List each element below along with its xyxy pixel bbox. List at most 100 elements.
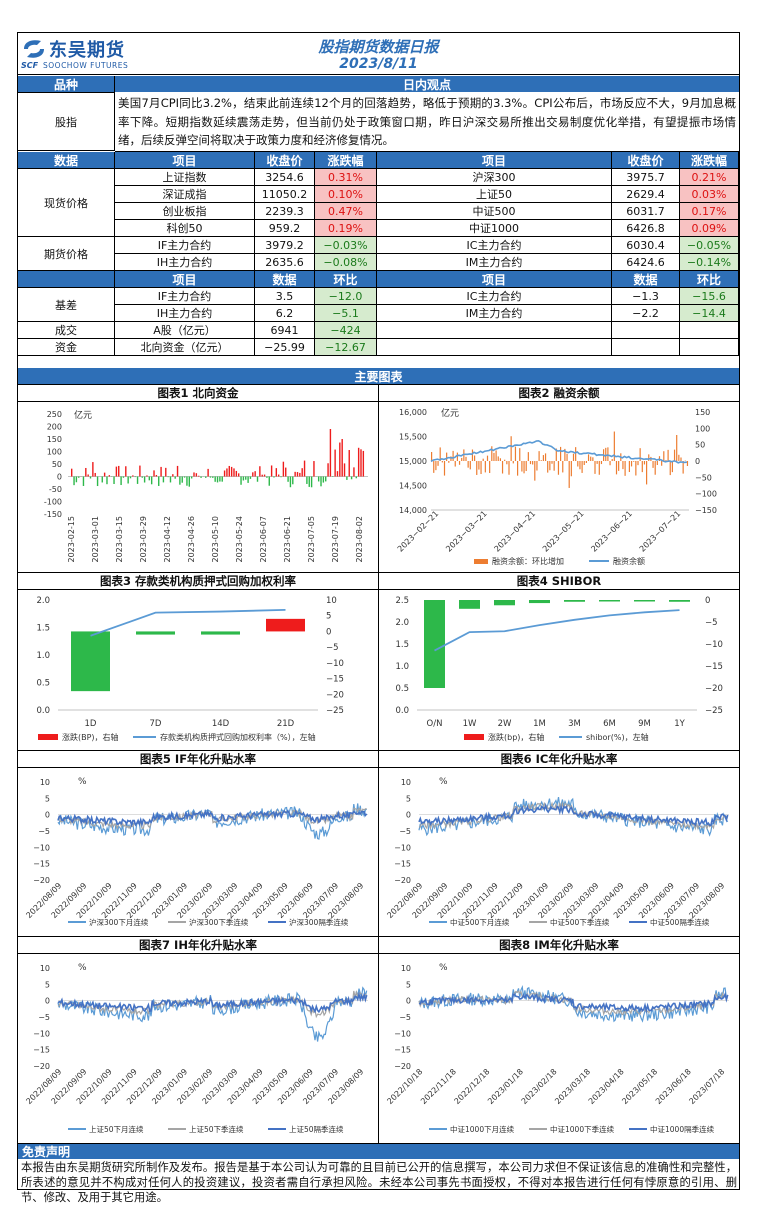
- margin-change-bar: [609, 461, 611, 466]
- x-tick-label: 21D: [277, 719, 295, 729]
- northbound-bar: [266, 476, 268, 478]
- logo-mark-icon: [24, 40, 44, 58]
- margin-change-bar: [439, 447, 441, 461]
- y-tick-label: 10: [40, 778, 50, 787]
- x-tick-label: 14D: [212, 719, 230, 729]
- table1-header-2: 收盘价: [255, 152, 315, 169]
- legend-label: 中证1000下月连续: [450, 1124, 515, 1134]
- capital-label: 资金: [18, 339, 115, 356]
- northbound-bar: [200, 476, 202, 478]
- northbound-bar: [263, 474, 266, 477]
- margin-change-bar: [478, 461, 480, 470]
- spot-cell: 深证成指: [115, 186, 255, 203]
- margin-change-bar: [654, 461, 656, 475]
- northbound-bar: [268, 476, 270, 486]
- view-row-label: 股指: [18, 92, 115, 151]
- northbound-bar: [186, 476, 188, 486]
- y-tick-label: −10: [394, 1029, 411, 1038]
- spot-cell: 0.03%: [680, 186, 739, 203]
- northbound-bar: [277, 474, 280, 477]
- northbound-bar: [181, 476, 183, 483]
- spot-cell: 0.09%: [680, 220, 739, 237]
- legend-label: 中证1000下季连续: [550, 1124, 615, 1134]
- northbound-bar: [348, 450, 350, 477]
- northbound-bar: [73, 476, 75, 486]
- northbound-bar: [127, 476, 129, 484]
- futures-cell: IF主力合约: [115, 237, 255, 254]
- y-tick-label: −15: [33, 1046, 50, 1055]
- spot-label: 现货价格: [18, 169, 115, 237]
- change-bar: [136, 631, 175, 635]
- basis-cell: 3.5: [255, 288, 315, 305]
- margin-change-bar: [452, 450, 454, 461]
- margin-change-bar: [443, 461, 446, 476]
- northbound-bar: [115, 466, 118, 477]
- margin-change-bar: [486, 455, 489, 461]
- margin-change-bar: [633, 461, 635, 462]
- spot-cell: 0.17%: [680, 203, 739, 220]
- margin-change-bar: [575, 447, 577, 461]
- table2-header-blank: [18, 271, 115, 288]
- chart6-ic-basis: 1050−5−10−15−20%2022/08/092022/09/092022…: [385, 777, 729, 927]
- margin-change-bar: [549, 461, 551, 471]
- margin-change-bar: [587, 454, 590, 461]
- northbound-bar: [341, 439, 343, 477]
- table2-header-1: 数据: [255, 271, 315, 288]
- margin-change-bar: [564, 448, 566, 461]
- change-bar: [669, 600, 690, 602]
- chart8-title: 图表8 IM年化升贴水率: [379, 936, 739, 954]
- legend-swatch: [474, 559, 488, 564]
- northbound-bar: [219, 476, 221, 482]
- y-tick-label: 0: [45, 997, 50, 1006]
- chart2-margin-balance: 16,000 15,500 15,000 14,500 14,000 150 100 50 0 −…: [396, 407, 717, 566]
- margin-change-bar: [628, 461, 630, 472]
- northbound-bar: [235, 470, 238, 477]
- northbound-bar: [237, 473, 240, 477]
- margin-change-bar: [618, 461, 620, 471]
- margin-change-bar: [469, 461, 471, 470]
- disclaimer-title: 免责声明: [18, 1143, 739, 1159]
- table2-header-2: 环比: [315, 271, 377, 288]
- volume-cell: 6941: [255, 322, 315, 339]
- margin-change-bar: [592, 457, 594, 461]
- margin-change-bar: [615, 461, 618, 475]
- northbound-bar: [155, 474, 158, 477]
- basis-cell: IF主力合约: [115, 288, 255, 305]
- y-tick-label: 16,000: [399, 408, 427, 417]
- northbound-bar: [193, 472, 195, 477]
- northbound-bar: [334, 449, 336, 477]
- northbound-bar: [280, 476, 282, 478]
- margin-change-bar: [667, 449, 669, 461]
- table1-header-3: 涨跌幅: [315, 152, 377, 169]
- spot-cell: 中证500: [377, 203, 612, 220]
- margin-change-bar: [501, 461, 504, 474]
- chart8-im-basis: 1050−5−10−15−20%2022/10/182022/11/182022…: [385, 963, 729, 1134]
- x-tick-label: 6M: [603, 719, 616, 729]
- y-tick-label: −15: [394, 860, 411, 869]
- legend-swatch: [464, 734, 484, 740]
- northbound-bar: [282, 461, 285, 477]
- y2-tick-label: −10: [326, 659, 344, 669]
- x-tick-label: 2023-07-19: [331, 516, 340, 563]
- chart1-title: 图表1 北向资金: [18, 385, 378, 402]
- futures-cell: 6424.6: [612, 254, 680, 271]
- x-tick-label: 2023-05-10: [211, 516, 220, 563]
- chart4-shibor: 2.5 2.0 1.5 1.0 0.5 0.0 0 −5 −10 −15 −20 −25 O/N 1W 2W…: [395, 596, 722, 742]
- margin-change-bar: [471, 449, 474, 461]
- margin-change-bar: [514, 446, 517, 461]
- northbound-bar: [134, 476, 136, 478]
- northbound-bar: [322, 476, 325, 483]
- margin-change-bar: [467, 461, 469, 468]
- northbound-bar: [94, 472, 96, 477]
- margin-change-bar: [624, 461, 626, 476]
- y-tick-label: 0: [406, 997, 411, 1006]
- y-tick-label: 5: [406, 794, 411, 803]
- northbound-bar: [176, 465, 179, 477]
- x-tick-label: 2023-06-07: [259, 516, 268, 563]
- y-tick-label: −10: [33, 843, 50, 852]
- margin-change-bar: [641, 461, 643, 473]
- capital-cell: 北向资金（亿元）: [115, 339, 255, 356]
- northbound-bar: [160, 466, 162, 477]
- margin-change-bar: [611, 459, 613, 461]
- northbound-bar: [209, 476, 212, 478]
